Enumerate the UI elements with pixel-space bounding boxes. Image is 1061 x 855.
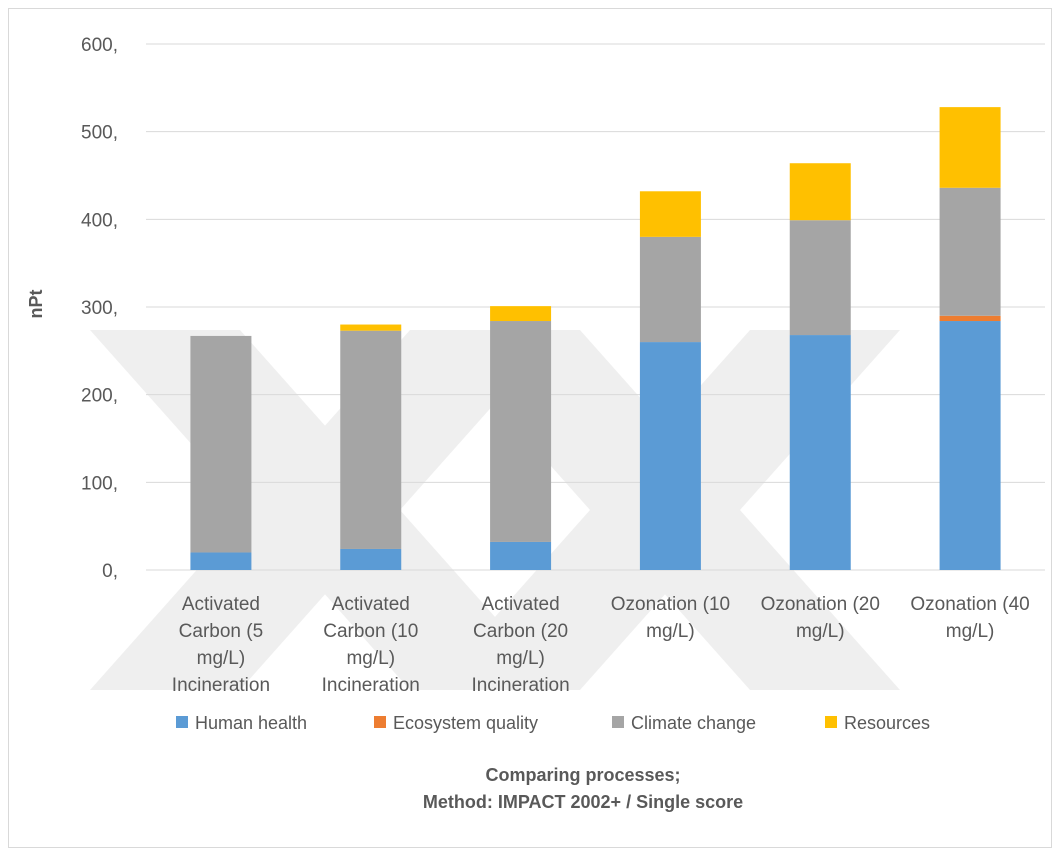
legend-label: Climate change — [631, 713, 756, 733]
legend-label: Human health — [195, 713, 307, 733]
y-tick-label: 300, — [81, 298, 118, 319]
y-tick-label: 200, — [81, 386, 118, 407]
bar-segment-resources — [340, 324, 402, 331]
bar-segment-resources — [939, 107, 1001, 188]
bar-segment-human-health — [639, 342, 701, 570]
bars — [190, 107, 1001, 570]
y-tick-label: 100, — [81, 473, 118, 494]
y-axis-label: nPt — [26, 289, 46, 318]
legend-item: Human health — [176, 713, 307, 733]
legend-swatch — [825, 716, 837, 728]
legend-label: Ecosystem quality — [393, 713, 538, 733]
x-category-label: Activated Carbon (5 mg/L) Incineration — [172, 594, 270, 696]
y-tick-label: 500, — [81, 123, 118, 144]
bar-segment-resources — [639, 191, 701, 237]
bar-segment-resources — [490, 306, 552, 322]
bar-segment-human-health — [939, 321, 1001, 570]
legend-swatch — [612, 716, 624, 728]
x-category-label: Ozonation (10 mg/L) — [611, 594, 730, 642]
legend: Human health Ecosystem quality Climate cha… — [176, 713, 930, 733]
x-category-label: Ozonation (20 mg/L) — [761, 594, 880, 642]
bar-segment-resources — [789, 163, 851, 221]
x-axis-labels: Activated Carbon (5 mg/L) Incineration Activ… — [172, 594, 1030, 696]
bar-segment-human-health — [789, 335, 851, 570]
bar-segment-human-health — [340, 548, 402, 570]
bar-segment-climate-change — [340, 330, 402, 549]
legend-swatch — [176, 716, 188, 728]
y-axis-ticks: 0, 100, 200, 300, 400, 500, 600, — [81, 35, 118, 582]
chart-title-line: Method: IMPACT 2002+ / Single score — [423, 792, 743, 812]
bar-segment-climate-change — [939, 187, 1001, 316]
legend-item: Resources — [825, 713, 930, 733]
bar-segment-ecosystem-quality — [939, 315, 1001, 322]
chart-title-line: Comparing processes; — [485, 765, 680, 785]
bar-segment-climate-change — [639, 236, 701, 343]
x-category-label: Activated Carbon (20 mg/L) Incineration — [471, 594, 569, 696]
y-tick-label: 0, — [102, 561, 118, 582]
chart-title: Comparing processes; Method: IMPACT 2002+… — [423, 765, 743, 812]
legend-item: Ecosystem quality — [374, 713, 538, 733]
x-category-label: Ozonation (40 mg/L) — [910, 594, 1029, 642]
gridlines — [146, 43, 1045, 571]
x-category-label: Activated Carbon (10 mg/L) Incineration — [322, 594, 420, 696]
bar-segment-climate-change — [190, 335, 252, 553]
bar-segment-human-health — [490, 541, 552, 570]
bar-segment-human-health — [190, 552, 252, 570]
legend-item: Climate change — [612, 713, 756, 733]
legend-swatch — [374, 716, 386, 728]
bar-segment-climate-change — [789, 220, 851, 336]
y-tick-label: 600, — [81, 35, 118, 56]
legend-label: Resources — [844, 713, 930, 733]
bar-segment-climate-change — [490, 321, 552, 542]
y-tick-label: 400, — [81, 210, 118, 231]
